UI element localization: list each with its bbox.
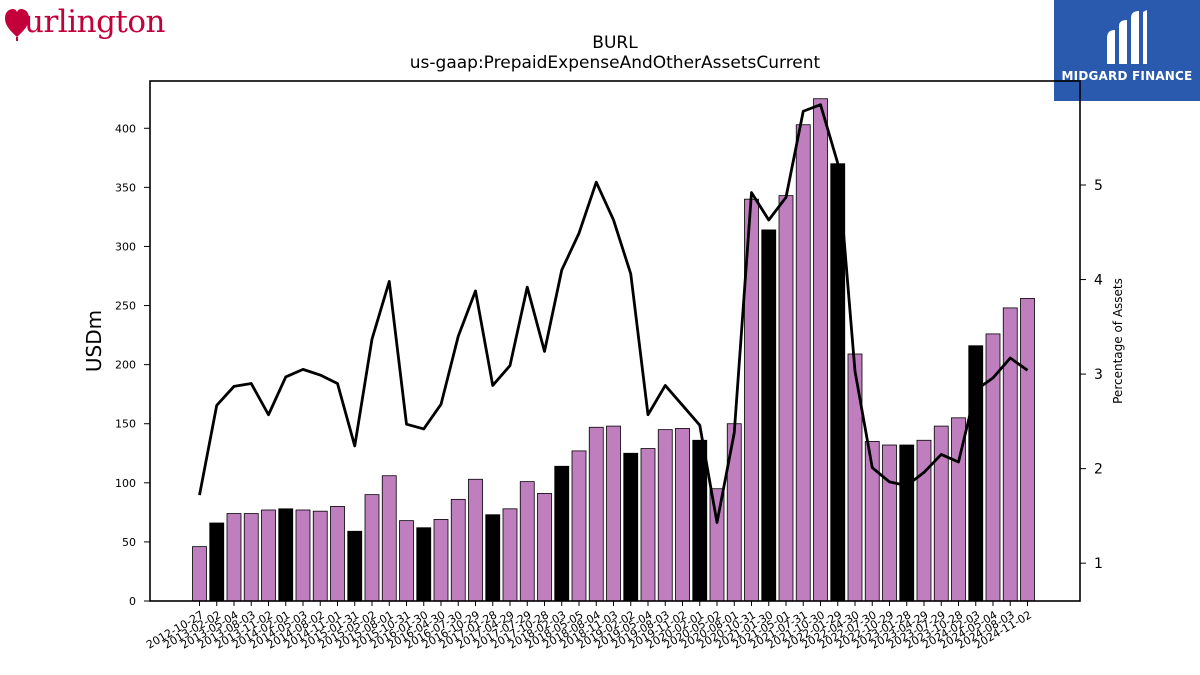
bar-2017-10-28 (537, 493, 552, 602)
bar-2018-02-03 (554, 465, 570, 602)
y2-tick-label: 2 (1094, 462, 1103, 478)
y2-ticks-group: 1 2 3 4 5 (1080, 178, 1103, 572)
chart-title: BURL (592, 33, 638, 53)
bar-2019-02-02 (623, 452, 639, 602)
y-tick-label: 100 (115, 477, 136, 490)
bar-2017-01-28 (485, 514, 501, 602)
bar-2024-02-03 (968, 345, 984, 602)
bar-2023-07-29 (933, 425, 949, 602)
midgard-m-logo-icon (1107, 10, 1147, 64)
burlington-logo: urlington (4, 4, 174, 44)
bar-2018-05-05 (571, 450, 587, 602)
y-tick-label: 350 (115, 181, 136, 194)
y-ticks-group: 0 50 100 150 200 250 300 350 400 (115, 122, 150, 608)
bar-2019-11-02 (675, 428, 690, 602)
bars-group (192, 98, 1035, 602)
bar-2024-08-03 (1002, 307, 1018, 602)
bar-2016-10-29 (468, 478, 483, 602)
bar-2013-08-03 (243, 513, 259, 602)
y-tick-label: 50 (122, 536, 136, 549)
y2-axis-label: Percentage of Assets (1111, 278, 1125, 404)
chart-subtitle: us-gaap:PrepaidExpenseAndOtherAssetsCurr… (410, 53, 821, 73)
midgard-finance-logo: MIDGARD FINANCE (1054, 0, 1200, 101)
bar-2020-05-02 (709, 488, 725, 602)
bar-2015-08-01 (381, 475, 397, 602)
bar-2023-04-29 (916, 439, 932, 602)
bar-2012-10-27 (192, 546, 207, 602)
x-ticks-group: 2012-10-272013-02-022013-05-042013-08-03… (144, 601, 1034, 652)
y-tick-label: 150 (115, 418, 136, 431)
bar-2014-02-01 (278, 508, 294, 602)
midgard-wordmark: MIDGARD FINANCE (1061, 69, 1193, 83)
bar-2019-05-04 (640, 448, 656, 602)
bar-2017-04-29 (502, 508, 518, 602)
bar-2014-05-03 (295, 509, 311, 602)
y2-tick-label: 5 (1094, 178, 1103, 194)
bar-2015-01-31 (347, 530, 363, 602)
bar-2015-10-31 (399, 520, 414, 602)
bar-2019-08-03 (657, 429, 673, 602)
bar-2024-11-02 (1020, 298, 1035, 602)
line-group (198, 103, 1029, 524)
bar-2013-11-02 (261, 509, 276, 602)
bar-2018-08-04 (588, 426, 604, 602)
bar-2013-02-02 (209, 522, 225, 602)
plot-frame (149, 80, 1081, 602)
bar-2016-07-30 (450, 498, 466, 602)
bar-2023-01-28 (899, 444, 915, 602)
bar-2021-05-01 (778, 195, 794, 602)
bar-2014-11-01 (330, 506, 345, 602)
bar-2015-05-02 (364, 494, 380, 602)
series-line (198, 103, 1029, 524)
y-tick-label: 400 (115, 122, 136, 135)
y-tick-label: 300 (115, 240, 136, 253)
y2-tick-label: 4 (1094, 273, 1103, 289)
bar-2021-10-30 (813, 98, 828, 602)
y-tick-label: 250 (115, 300, 136, 313)
y2-tick-label: 3 (1094, 367, 1103, 383)
brand-wordmark: urlington (24, 4, 166, 40)
y2-tick-label: 1 (1094, 556, 1103, 572)
bar-2022-10-29 (882, 444, 897, 602)
heart-b-logo-icon (5, 9, 29, 41)
bar-2021-01-30 (761, 229, 777, 602)
bar-2021-07-31 (795, 124, 811, 602)
bar-2016-04-30 (433, 519, 449, 602)
bar-2014-08-02 (312, 510, 328, 602)
bar-2013-05-04 (226, 513, 242, 602)
bar-2017-07-29 (519, 481, 535, 602)
bar-2020-02-01 (692, 439, 708, 602)
bar-2020-08-01 (726, 423, 742, 602)
bar-2018-11-03 (606, 425, 621, 602)
y-tick-label: 200 (115, 359, 136, 372)
y-axis-label: USDm (82, 310, 106, 372)
y-tick-label: 0 (129, 595, 136, 608)
bar-2016-01-30 (416, 527, 432, 602)
